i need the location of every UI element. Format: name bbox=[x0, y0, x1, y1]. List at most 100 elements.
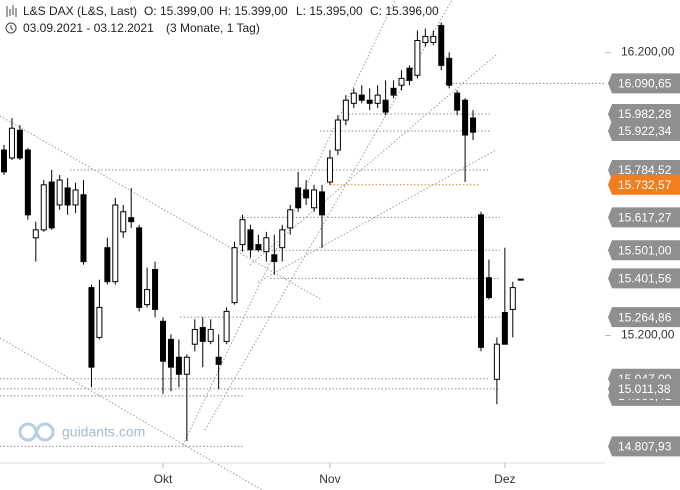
candle-body bbox=[239, 219, 246, 246]
candle-body bbox=[319, 191, 325, 216]
x-tick-label: Dez bbox=[494, 472, 515, 486]
chart-icon bbox=[6, 5, 17, 17]
level-label: 15.617,27 bbox=[618, 210, 672, 224]
candle-body bbox=[64, 187, 71, 206]
candle-body bbox=[32, 229, 39, 239]
level-label-box bbox=[608, 73, 680, 94]
candle-body bbox=[199, 327, 206, 342]
candle-body bbox=[279, 229, 286, 249]
candle-body bbox=[446, 57, 453, 86]
candle-body bbox=[215, 356, 222, 365]
ohlc-low: L: 15.395,00 bbox=[296, 4, 363, 18]
level-label-box bbox=[608, 207, 680, 228]
candle-body bbox=[382, 99, 389, 113]
level-label: 15.011,38 bbox=[618, 382, 671, 396]
candle-body bbox=[374, 94, 381, 104]
candle-body bbox=[350, 92, 357, 104]
candle-body bbox=[247, 229, 254, 251]
candle-body bbox=[88, 287, 95, 368]
candle-body bbox=[191, 329, 198, 345]
candle-body bbox=[112, 204, 119, 283]
candle-body bbox=[120, 211, 127, 233]
level-label: 15.982,28 bbox=[618, 107, 672, 121]
candle-body bbox=[152, 268, 159, 310]
candle-body bbox=[287, 209, 294, 229]
candle-body bbox=[493, 343, 500, 380]
level-label: 14.807,93 bbox=[618, 440, 672, 454]
level-label-box bbox=[608, 378, 680, 399]
candle-body bbox=[167, 338, 174, 368]
candle-body bbox=[342, 99, 349, 121]
candle-body bbox=[56, 179, 63, 206]
candle-body bbox=[40, 184, 47, 231]
candle-body bbox=[326, 157, 333, 183]
candle-body bbox=[183, 356, 190, 375]
candle-body bbox=[501, 312, 508, 345]
ohlc-high: H: 15.399,00 bbox=[219, 4, 288, 18]
period: (3 Monate, 1 Tag) bbox=[166, 21, 260, 35]
candle-body bbox=[231, 247, 238, 304]
candle-body bbox=[104, 247, 111, 283]
level-label-box bbox=[608, 436, 680, 457]
clock-icon bbox=[5, 22, 17, 34]
candle-body bbox=[1, 149, 7, 173]
candle-body bbox=[303, 189, 310, 199]
level-label: 15.784,52 bbox=[618, 163, 672, 177]
x-tick-label: Nov bbox=[319, 472, 340, 486]
candle-body bbox=[255, 244, 262, 251]
candle-body bbox=[175, 356, 182, 375]
candle-body bbox=[390, 87, 397, 96]
candle-body bbox=[263, 237, 270, 253]
level-label-box bbox=[608, 104, 680, 125]
level-label-box bbox=[608, 120, 680, 141]
header: L&S DAX (L&S, Last) O: 15.399,00 H: 15.3… bbox=[5, 4, 439, 35]
candle-body bbox=[16, 129, 23, 159]
candle-body bbox=[72, 189, 79, 206]
candle-body bbox=[366, 99, 373, 104]
level-label-box bbox=[608, 307, 680, 328]
candle-body bbox=[462, 99, 469, 136]
level-label: 15.264,86 bbox=[618, 310, 672, 324]
candle-body bbox=[128, 217, 135, 223]
level-label-box bbox=[608, 174, 680, 195]
candle-body bbox=[485, 277, 492, 299]
candle-body bbox=[438, 24, 445, 66]
candle-body bbox=[8, 127, 15, 159]
candle-body bbox=[478, 214, 484, 348]
candle-body bbox=[144, 289, 151, 306]
candle-body bbox=[509, 287, 516, 310]
candle-body bbox=[414, 39, 421, 76]
candle-body bbox=[24, 149, 31, 216]
candle-body bbox=[517, 278, 524, 281]
candle-body bbox=[80, 194, 87, 263]
candle-body bbox=[48, 181, 55, 229]
candle-body bbox=[358, 94, 365, 101]
candle-body bbox=[223, 310, 230, 342]
candle-body bbox=[311, 189, 318, 209]
watermark-text: guidants.com bbox=[62, 424, 145, 440]
candle-body bbox=[160, 320, 166, 362]
y-tick-label: 16.200,00 bbox=[621, 45, 675, 59]
x-tick-label: Okt bbox=[154, 472, 173, 486]
level-label: 15.732,57 bbox=[618, 178, 672, 192]
candle-body bbox=[96, 306, 103, 338]
candle-body bbox=[422, 36, 429, 43]
candle-body bbox=[207, 329, 214, 342]
level-label: 15.501,00 bbox=[618, 243, 672, 257]
candle-body bbox=[430, 36, 437, 43]
level-label-box bbox=[608, 240, 680, 261]
ohlc-open: O: 15.399,00 bbox=[144, 4, 214, 18]
candle-body bbox=[295, 187, 302, 209]
candle-body bbox=[136, 227, 143, 308]
level-label: 15.401,56 bbox=[618, 272, 672, 286]
level-label-box bbox=[608, 268, 680, 289]
watermark: guidants.com bbox=[18, 422, 145, 442]
candle-body bbox=[334, 119, 341, 151]
candle-body bbox=[470, 117, 477, 133]
candle-body bbox=[398, 77, 405, 86]
y-tick-label: 15.200,00 bbox=[621, 328, 675, 342]
chart-title: L&S DAX (L&S, Last) bbox=[23, 4, 137, 18]
level-label: 15.922,34 bbox=[618, 124, 672, 138]
